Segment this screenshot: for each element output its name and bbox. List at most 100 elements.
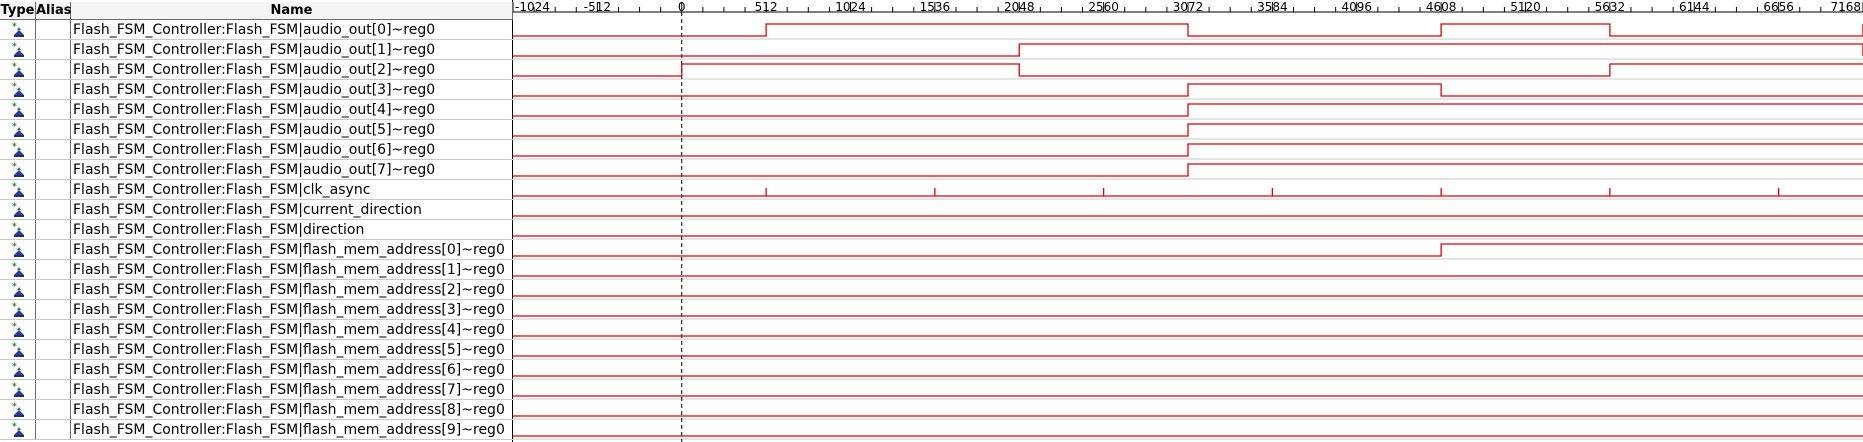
signal-row[interactable]: * Flash_FSM_Controller:Flash_FSM|flash_me… [0,280,513,300]
signal-row[interactable]: * Flash_FSM_Controller:Flash_FSM|audio_ou… [0,40,513,60]
timeline-tick-label: 2048 [1004,0,1035,14]
timeline-tick-label: 7168 [1830,0,1861,14]
signal-list-pane: Type Alias Name * Flash_FSM_Controller:Fl… [0,0,513,442]
signal-type-cell: * [0,20,36,39]
output-pin-icon: * [12,422,24,437]
signal-type-cell: * [0,280,36,299]
signal-waveform [513,43,1863,57]
signal-type-cell: * [0,40,36,59]
signal-alias-cell [36,340,71,359]
output-pin-icon: * [12,402,24,417]
signal-alias-cell [36,100,71,119]
svg-text:*: * [12,422,17,432]
timeline-tick-label: 3072 [1173,0,1204,14]
signal-alias-cell [36,240,71,259]
signal-row[interactable]: * Flash_FSM_Controller:Flash_FSM|audio_ou… [0,100,513,120]
signal-name: Flash_FSM_Controller:Flash_FSM|flash_mem… [73,402,505,418]
column-header-type[interactable]: Type [0,2,36,20]
svg-text:*: * [12,242,17,252]
timeline-tick-label: 2560 [1088,0,1119,14]
svg-text:*: * [12,222,17,232]
timeline-tick-label: 1536 [920,0,951,14]
signal-alias-cell [36,60,71,79]
signal-alias-cell [36,160,71,179]
signal-type-cell: * [0,180,36,199]
output-pin-icon: * [12,222,24,237]
signal-type-cell: * [0,320,36,339]
signal-row[interactable]: * Flash_FSM_Controller:Flash_FSM|flash_me… [0,420,513,440]
signal-alias-cell [36,380,71,399]
signal-name: Flash_FSM_Controller:Flash_FSM|audio_out… [73,162,436,178]
waveform-canvas[interactable]: -1024 -512 0 512 1024 1536 2048 2560 3072 3584 409… [513,0,1863,442]
timeline-tick-label: -512 [584,0,611,14]
timeline-tick-label: 4608 [1426,0,1457,14]
svg-text:*: * [12,362,17,372]
timeline-tick-label: -1024 [515,0,550,14]
signal-alias-cell [36,80,71,99]
signal-type-cell: * [0,160,36,179]
signal-row[interactable]: * Flash_FSM_Controller:Flash_FSM|clk_asyn… [0,180,513,200]
signal-type-cell: * [0,220,36,239]
timeline-tick-label: 6144 [1679,0,1710,14]
signal-alias-cell [36,140,71,159]
signal-alias-cell [36,40,71,59]
output-pin-icon: * [12,302,24,317]
signal-row[interactable]: * Flash_FSM_Controller:Flash_FSM|directio… [0,220,513,240]
signal-name: Flash_FSM_Controller:Flash_FSM|flash_mem… [73,242,505,258]
signal-row[interactable]: * Flash_FSM_Controller:Flash_FSM|flash_me… [0,400,513,420]
timeline-tick-label: 3584 [1257,0,1288,14]
signal-name: Flash_FSM_Controller:Flash_FSM|direction [73,222,365,238]
signal-row[interactable]: * Flash_FSM_Controller:Flash_FSM|current_… [0,200,513,220]
output-pin-icon: * [12,82,24,97]
signal-alias-cell [36,260,71,279]
signal-name: Flash_FSM_Controller:Flash_FSM|flash_mem… [73,422,505,438]
signal-row[interactable]: * Flash_FSM_Controller:Flash_FSM|audio_ou… [0,160,513,180]
output-pin-icon: * [12,22,24,37]
svg-text:*: * [12,142,17,152]
output-pin-icon: * [12,322,24,337]
signal-row[interactable]: * Flash_FSM_Controller:Flash_FSM|flash_me… [0,240,513,260]
signal-row[interactable]: * Flash_FSM_Controller:Flash_FSM|audio_ou… [0,20,513,40]
signal-type-cell: * [0,340,36,359]
signal-name: Flash_FSM_Controller:Flash_FSM|clk_async [73,182,371,198]
output-pin-icon: * [12,42,24,57]
signal-row[interactable]: * Flash_FSM_Controller:Flash_FSM|audio_ou… [0,60,513,80]
svg-text:*: * [12,42,17,52]
svg-text:*: * [12,382,17,392]
column-header-alias[interactable]: Alias [36,2,72,20]
signal-waveform [513,188,1863,197]
output-pin-icon: * [12,362,24,377]
signal-row[interactable]: * Flash_FSM_Controller:Flash_FSM|flash_me… [0,300,513,320]
signal-alias-cell [36,280,71,299]
signal-waveform [513,83,1863,97]
column-header-name[interactable]: Name [71,2,513,20]
signal-name: Flash_FSM_Controller:Flash_FSM|flash_mem… [73,322,505,338]
waveform-pane[interactable]: -1024 -512 0 512 1024 1536 2048 2560 3072 3584 409… [513,0,1863,442]
output-pin-icon: * [12,122,24,137]
timeline-tick-label: 1024 [835,0,866,14]
signal-row[interactable]: * Flash_FSM_Controller:Flash_FSM|audio_ou… [0,80,513,100]
timeline-tick-label: 512 [755,0,778,14]
timeline-tick-label: 5632 [1595,0,1626,14]
signal-waveform [513,23,1863,37]
signal-waveform [513,123,1863,137]
signal-name: Flash_FSM_Controller:Flash_FSM|flash_mem… [73,282,505,298]
signal-row[interactable]: * Flash_FSM_Controller:Flash_FSM|flash_me… [0,360,513,380]
signal-type-cell: * [0,240,36,259]
signal-row[interactable]: * Flash_FSM_Controller:Flash_FSM|flash_me… [0,320,513,340]
signal-alias-cell [36,180,71,199]
svg-text:*: * [12,122,17,132]
signal-row[interactable]: * Flash_FSM_Controller:Flash_FSM|flash_me… [0,340,513,360]
signal-row[interactable]: * Flash_FSM_Controller:Flash_FSM|audio_ou… [0,140,513,160]
signal-row[interactable]: * Flash_FSM_Controller:Flash_FSM|flash_me… [0,380,513,400]
signal-name: Flash_FSM_Controller:Flash_FSM|current_d… [73,202,422,218]
signal-row[interactable]: * Flash_FSM_Controller:Flash_FSM|flash_me… [0,260,513,280]
svg-text:*: * [12,82,17,92]
signal-alias-cell [36,200,71,219]
signal-alias-cell [36,400,71,419]
signal-row[interactable]: * Flash_FSM_Controller:Flash_FSM|audio_ou… [0,120,513,140]
signal-name: Flash_FSM_Controller:Flash_FSM|flash_mem… [73,342,505,358]
signal-type-cell: * [0,260,36,279]
signal-type-cell: * [0,300,36,319]
